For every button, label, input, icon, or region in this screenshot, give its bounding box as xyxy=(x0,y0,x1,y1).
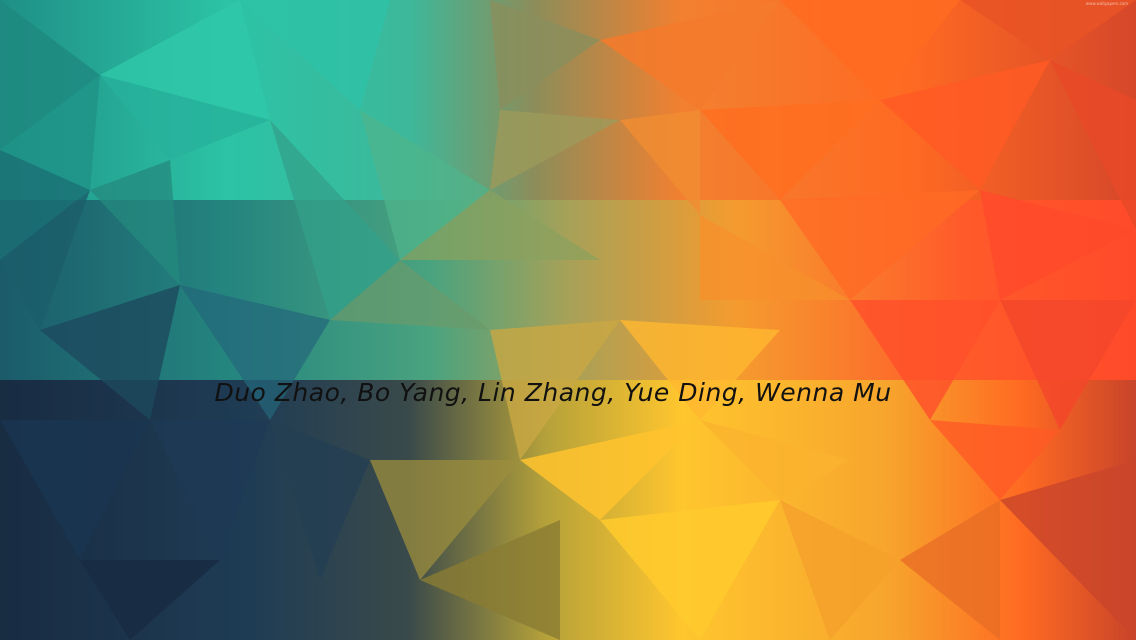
author-list: Duo Zhao, Bo Yang, Lin Zhang, Yue Ding, … xyxy=(214,378,892,407)
watermark-text: www.wallpapers.com xyxy=(1085,1,1128,6)
